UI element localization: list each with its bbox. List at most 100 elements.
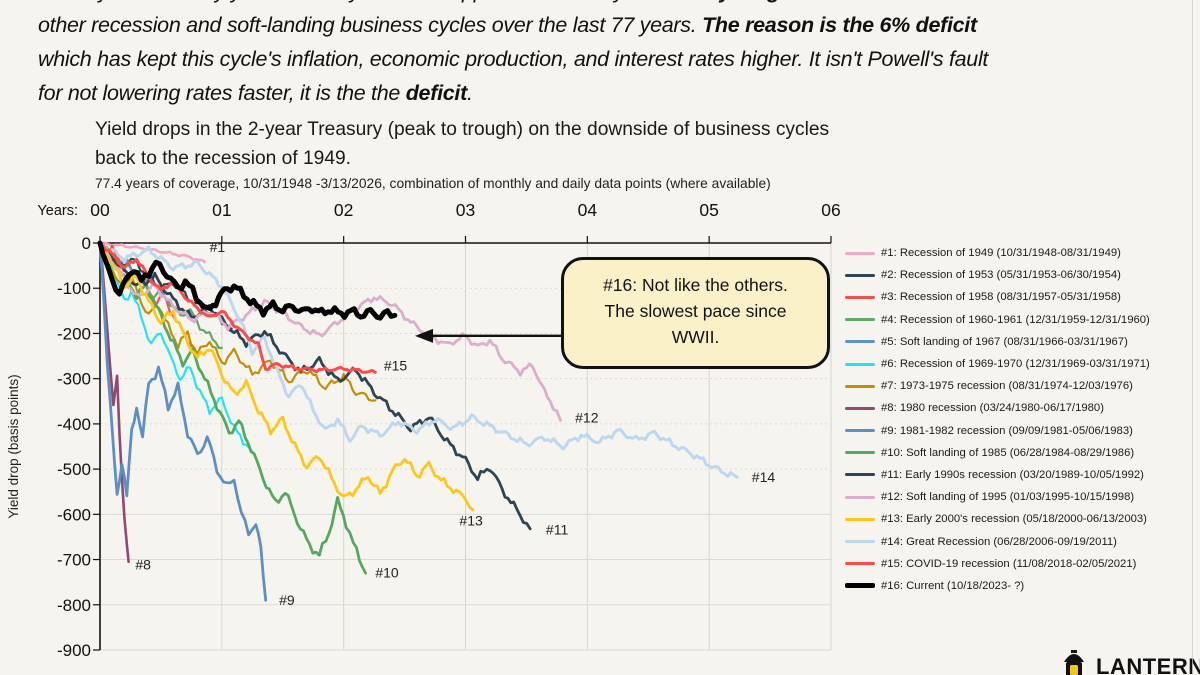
annotation-arrow-head	[415, 328, 434, 343]
y-tick-label: -600	[57, 505, 91, 524]
y-axis-title: Yield drop (basis points)	[6, 374, 21, 518]
y-tick-label: 0	[82, 234, 91, 253]
legend-swatch-9	[845, 429, 875, 433]
x-tick-label: 02	[334, 200, 353, 220]
legend-label-6: #6: Recession of 1969-1970 (12/31/1969-0…	[881, 358, 1150, 371]
series-line-6	[98, 241, 254, 453]
series-line-7	[98, 241, 377, 402]
legend-item-10: #10: Soft landing of 1985 (06/28/1984-08…	[845, 442, 1150, 464]
series-end-label-9: #9	[279, 592, 295, 608]
y-tick-label: -500	[57, 460, 91, 479]
legend-label-12: #12: Soft landing of 1995 (01/03/1995-10…	[881, 491, 1135, 504]
legend-item-4: #4: Recession of 1960-1961 (12/31/1959-1…	[845, 309, 1150, 331]
series-end-label-12: #12	[575, 410, 599, 426]
legend-swatch-10	[845, 451, 875, 455]
annotation-line-1: #16: Not like the others.	[603, 275, 788, 295]
y-tick-label: -200	[57, 324, 91, 343]
legend-item-7: #7: 1973-1975 recession (08/31/1974-12/0…	[845, 375, 1150, 397]
series-end-label-15: #15	[384, 358, 408, 374]
chart-title: Yield drops in the 2-year Treasury (peak…	[95, 116, 925, 173]
intro-line-3: which has kept this cycle's inflation, e…	[38, 47, 989, 71]
logo-text: LANTERN	[1096, 654, 1200, 675]
legend-swatch-15	[845, 562, 875, 566]
legend-item-14: #14: Great Recession (06/28/2006-09/19/2…	[845, 530, 1150, 552]
chart-title-line2: back to the recession of 1949.	[95, 147, 351, 169]
y-tick-label: -700	[57, 551, 91, 570]
x-tick-label: 03	[456, 200, 475, 220]
series-end-label-1: #1	[210, 239, 226, 255]
legend-swatch-5	[845, 340, 875, 344]
y-tick-label: -400	[57, 415, 91, 434]
legend-item-8: #8: 1980 recession (03/24/1980-06/17/198…	[845, 397, 1150, 419]
legend-swatch-2	[845, 273, 875, 277]
intro-line-1: The 2-year Treasury yield in this cycle …	[38, 0, 1173, 8]
legend-item-15: #15: COVID-19 recession (11/08/2018-02/0…	[845, 553, 1150, 575]
series-line-12	[98, 241, 562, 422]
legend-item-3: #3: Recession of 1958 (08/31/1957-05/31/…	[845, 286, 1150, 308]
legend-swatch-16	[845, 583, 875, 589]
series-end-label-11: #11	[546, 522, 569, 538]
series-end-label-13: #13	[459, 513, 483, 529]
series-line-13	[98, 241, 475, 512]
intro-line-2: other recession and soft-landing busines…	[38, 13, 977, 37]
legend-label-5: #5: Soft landing of 1967 (08/31/1966-03/…	[881, 335, 1128, 348]
x-tick-label: 00	[90, 200, 110, 220]
legend-swatch-14	[845, 540, 875, 544]
legend-swatch-13	[845, 517, 875, 521]
legend: #1: Recession of 1949 (10/31/1948-08/31/…	[845, 242, 1150, 597]
lantern-logo: LANTERN	[1058, 648, 1200, 675]
series-line-14	[98, 241, 739, 479]
chart-title-line1: Yield drops in the 2-year Treasury (peak…	[95, 119, 830, 140]
legend-item-12: #12: Soft landing of 1995 (01/03/1995-10…	[845, 486, 1150, 508]
legend-label-4: #4: Recession of 1960-1961 (12/31/1959-1…	[881, 313, 1150, 326]
legend-item-1: #1: Recession of 1949 (10/31/1948-08/31/…	[845, 242, 1150, 264]
x-axis-prefix: Years:	[37, 203, 78, 219]
x-tick-label: 05	[699, 200, 718, 220]
y-tick-label: -300	[57, 370, 91, 389]
annotation-line-3: WWII.	[671, 327, 720, 347]
legend-label-10: #10: Soft landing of 1985 (06/28/1984-08…	[881, 446, 1135, 459]
legend-item-16: #16: Current (10/18/2023- ?)	[845, 575, 1150, 597]
legend-item-2: #2: Recession of 1953 (05/31/1953-06/30/…	[845, 264, 1150, 286]
y-tick-label: -100	[57, 279, 91, 298]
legend-label-14: #14: Great Recession (06/28/2006-09/19/2…	[881, 535, 1117, 548]
y-tick-label: -900	[57, 641, 91, 660]
series-line-1	[98, 241, 207, 264]
legend-label-7: #7: 1973-1975 recession (08/31/1974-12/0…	[881, 380, 1133, 393]
legend-swatch-12	[845, 495, 875, 499]
chart-subtitle: 77.4 years of coverage, 10/31/1948 -3/13…	[95, 176, 771, 191]
legend-swatch-6	[845, 362, 875, 366]
legend-label-2: #2: Recession of 1953 (05/31/1953-06/30/…	[881, 269, 1121, 282]
lantern-flame	[1070, 665, 1078, 675]
legend-label-11: #11: Early 1990s recession (03/20/1989-1…	[881, 468, 1144, 481]
legend-label-9: #9: 1981-1982 recession (09/09/1981-05/0…	[881, 424, 1133, 437]
x-tick-label: 04	[578, 200, 598, 220]
series-line-9	[98, 241, 268, 602]
series-end-label-8: #8	[135, 557, 151, 573]
legend-label-8: #8: 1980 recession (03/24/1980-06/17/198…	[881, 402, 1104, 415]
legend-label-1: #1: Recession of 1949 (10/31/1948-08/31/…	[881, 247, 1121, 260]
series-end-label-10: #10	[375, 565, 399, 581]
legend-item-11: #11: Early 1990s recession (03/20/1989-1…	[845, 464, 1150, 486]
lantern-icon	[1064, 650, 1084, 675]
legend-item-13: #13: Early 2000's recession (05/18/2000-…	[845, 508, 1150, 530]
annotation-callout: #16: Not like the others. The slowest pac…	[561, 257, 830, 369]
legend-swatch-3	[845, 295, 875, 299]
legend-label-15: #15: COVID-19 recession (11/08/2018-02/0…	[881, 557, 1137, 570]
annotation-line-2: The slowest pace since	[604, 301, 787, 321]
x-tick-label: 01	[212, 200, 231, 220]
legend-swatch-8	[845, 406, 875, 410]
legend-swatch-11	[845, 473, 875, 477]
legend-swatch-1	[845, 251, 875, 255]
legend-label-3: #3: Recession of 1958 (08/31/1957-05/31/…	[881, 291, 1121, 304]
series-line-11	[98, 241, 532, 531]
intro-paragraph: The 2-year Treasury yield in this cycle …	[38, 0, 1173, 110]
legend-label-16: #16: Current (10/18/2023- ?)	[881, 579, 1025, 592]
series-line-15	[98, 241, 377, 374]
legend-item-6: #6: Recession of 1969-1970 (12/31/1969-0…	[845, 353, 1150, 375]
legend-swatch-4	[845, 318, 875, 322]
x-tick-label: 06	[821, 200, 840, 220]
legend-item-9: #9: 1981-1982 recession (09/09/1981-05/0…	[845, 420, 1150, 442]
